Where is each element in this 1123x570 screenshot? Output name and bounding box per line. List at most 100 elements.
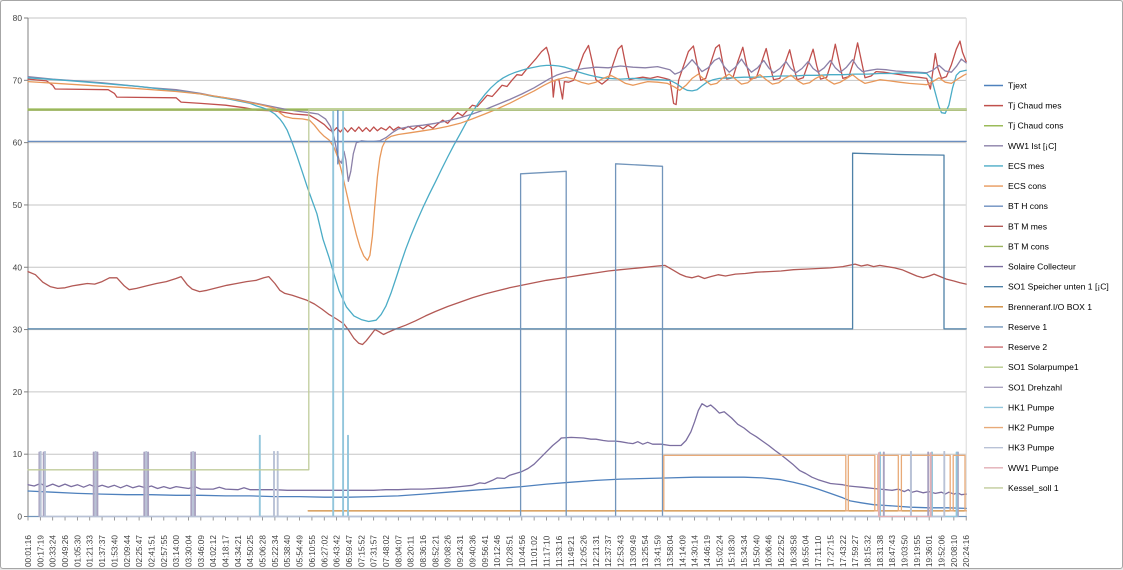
legend-label: SO1 Speicher unten 1 [¡C]: [1008, 282, 1109, 292]
x-axis-label: 10:12:46: [493, 535, 502, 567]
legend-item[interactable]: BT M mes: [984, 221, 1047, 231]
legend-label: BT M mes: [1008, 221, 1047, 231]
series-line-ww1-pumpe[interactable]: [877, 452, 932, 518]
x-axis-label: 18:31:38: [876, 535, 885, 567]
x-axis-label: 05:22:34: [271, 535, 280, 567]
legend-label: HK1 Pumpe: [1008, 402, 1055, 412]
x-axis-label: 09:56:41: [481, 535, 490, 567]
x-axis-label: 00:17:19: [36, 535, 45, 567]
x-axis-label: 17:27:15: [826, 535, 835, 567]
y-axis-label: 40: [13, 262, 23, 272]
x-axis-label: 09:08:26: [444, 535, 453, 567]
x-axis-label: 03:46:09: [197, 535, 206, 567]
x-axis-label: 07:31:57: [370, 535, 379, 567]
y-axis-label: 50: [13, 200, 23, 210]
x-axis-label: 04:34:21: [234, 535, 243, 567]
x-axis-label: 16:22:52: [777, 535, 786, 567]
x-axis-label: 14:30:14: [691, 535, 700, 567]
series-line-hk3-pumpe[interactable]: [39, 451, 946, 518]
x-axis-label: 11:17:10: [542, 535, 551, 567]
legend-item[interactable]: HK3 Pumpe: [984, 443, 1055, 453]
x-axis-label: 19:52:06: [938, 535, 947, 567]
x-axis-label: 02:25:47: [135, 535, 144, 567]
x-axis-label: 03:14:00: [172, 535, 181, 567]
legend-label: ECS cons: [1008, 181, 1046, 191]
legend-item[interactable]: Tj Chaud cons: [984, 121, 1063, 131]
x-axis-label: 11:01:02: [530, 535, 539, 567]
x-axis-label: 17:59:27: [851, 535, 860, 567]
series-line-hk2-pumpe[interactable]: [663, 454, 967, 512]
series-line-tj-chaud-mes[interactable]: [27, 40, 967, 133]
x-axis-label: 19:19:55: [913, 535, 922, 567]
legend-label: Tj Chaud cons: [1008, 121, 1063, 131]
legend-item[interactable]: Kessel_soll 1: [984, 483, 1059, 493]
series-line-hk1-pumpe[interactable]: [258, 110, 958, 518]
legend-label: HK2 Pumpe: [1008, 423, 1055, 433]
legend-item[interactable]: BT H cons: [984, 201, 1048, 211]
x-axis-label: 04:18:17: [222, 535, 231, 567]
x-axis-label: 12:37:37: [604, 535, 613, 567]
x-axis-label: 07:48:02: [382, 535, 391, 567]
x-axis-label: 13:25:54: [641, 535, 650, 567]
y-axis-label: 80: [13, 13, 23, 23]
x-axis-label: 17:43:22: [839, 535, 848, 567]
x-axis-label: 04:50:25: [246, 535, 255, 567]
series-line-ww1-ist-c-[interactable]: [27, 57, 967, 182]
x-axis-label: 17:11:10: [814, 535, 823, 567]
legend-item[interactable]: SO1 Solarpumpe1: [984, 362, 1079, 372]
legend-item[interactable]: Tj Chaud mes: [984, 101, 1062, 111]
legend-item[interactable]: WW1 Ist [¡C]: [984, 141, 1057, 151]
legend-label: Reserve 2: [1008, 342, 1047, 352]
series-line-kessel-soll-1[interactable]: [27, 108, 967, 471]
x-axis-label: 00:33:24: [49, 535, 58, 567]
y-axis-label: 10: [13, 449, 23, 459]
legend-item[interactable]: Tjext: [984, 81, 1027, 91]
legend-label: WW1 Pumpe: [1008, 463, 1059, 473]
series-group: [27, 40, 967, 518]
legend-item[interactable]: WW1 Pumpe: [984, 463, 1059, 473]
x-axis-label: 15:02:24: [715, 535, 724, 567]
x-axis-label: 01:21:33: [86, 535, 95, 567]
x-axis-label: 02:09:44: [123, 535, 132, 567]
series-line-ecs-cons[interactable]: [27, 73, 967, 262]
legend-item[interactable]: SO1 Drehzahl: [984, 382, 1062, 392]
x-axis-label: 06:10:55: [308, 535, 317, 567]
x-axis-label: 15:50:40: [752, 535, 761, 567]
x-axis-label: 09:40:36: [468, 535, 477, 567]
legend-item[interactable]: BT M cons: [984, 241, 1049, 251]
series-line-so1-drehzahl[interactable]: [38, 451, 959, 518]
series-line-reserve-1[interactable]: [27, 163, 967, 518]
legend-item[interactable]: Reserve 1: [984, 322, 1047, 332]
x-axis-label: 08:36:16: [419, 535, 428, 567]
legend-item[interactable]: Solaire Collecteur: [984, 262, 1076, 272]
x-axis-label: 10:44:56: [518, 535, 527, 567]
legend-label: Brenneranf.I/O BOX 1: [1008, 302, 1092, 312]
legend-item[interactable]: Brenneranf.I/O BOX 1: [984, 302, 1092, 312]
x-axis-label: 15:34:34: [740, 535, 749, 567]
legend-item[interactable]: Reserve 2: [984, 342, 1047, 352]
x-axis-label: 06:59:47: [345, 535, 354, 567]
gridlines: [27, 17, 967, 517]
legend-item[interactable]: ECS mes: [984, 161, 1044, 171]
x-axis-label: 07:15:52: [357, 535, 366, 567]
x-axis-label: 10:28:51: [505, 535, 514, 567]
legend-item[interactable]: HK1 Pumpe: [984, 402, 1055, 412]
x-axis-label: 08:20:11: [407, 535, 416, 567]
x-axis-label: 02:41:51: [147, 535, 156, 567]
x-axis-label: 15:18:30: [728, 535, 737, 567]
x-axis-label: 14:14:09: [678, 535, 687, 567]
series-line-so1-speicher-unten-1-c-[interactable]: [27, 152, 967, 330]
series-line-solaire-collecteur[interactable]: [27, 403, 967, 496]
legend-item[interactable]: SO1 Speicher unten 1 [¡C]: [984, 282, 1109, 292]
x-axis-label: 18:15:32: [863, 535, 872, 567]
series-line-ecs-mes[interactable]: [27, 64, 967, 323]
series-line-bt-m-mes[interactable]: [27, 263, 967, 346]
legend-item[interactable]: ECS cons: [984, 181, 1046, 191]
x-axis-label: 20:08:10: [950, 535, 959, 567]
legend-label: SO1 Solarpumpe1: [1008, 362, 1079, 372]
y-axis-label: 60: [13, 138, 23, 148]
x-axis-label: 02:57:55: [160, 535, 169, 567]
legend-item[interactable]: HK2 Pumpe: [984, 423, 1055, 433]
